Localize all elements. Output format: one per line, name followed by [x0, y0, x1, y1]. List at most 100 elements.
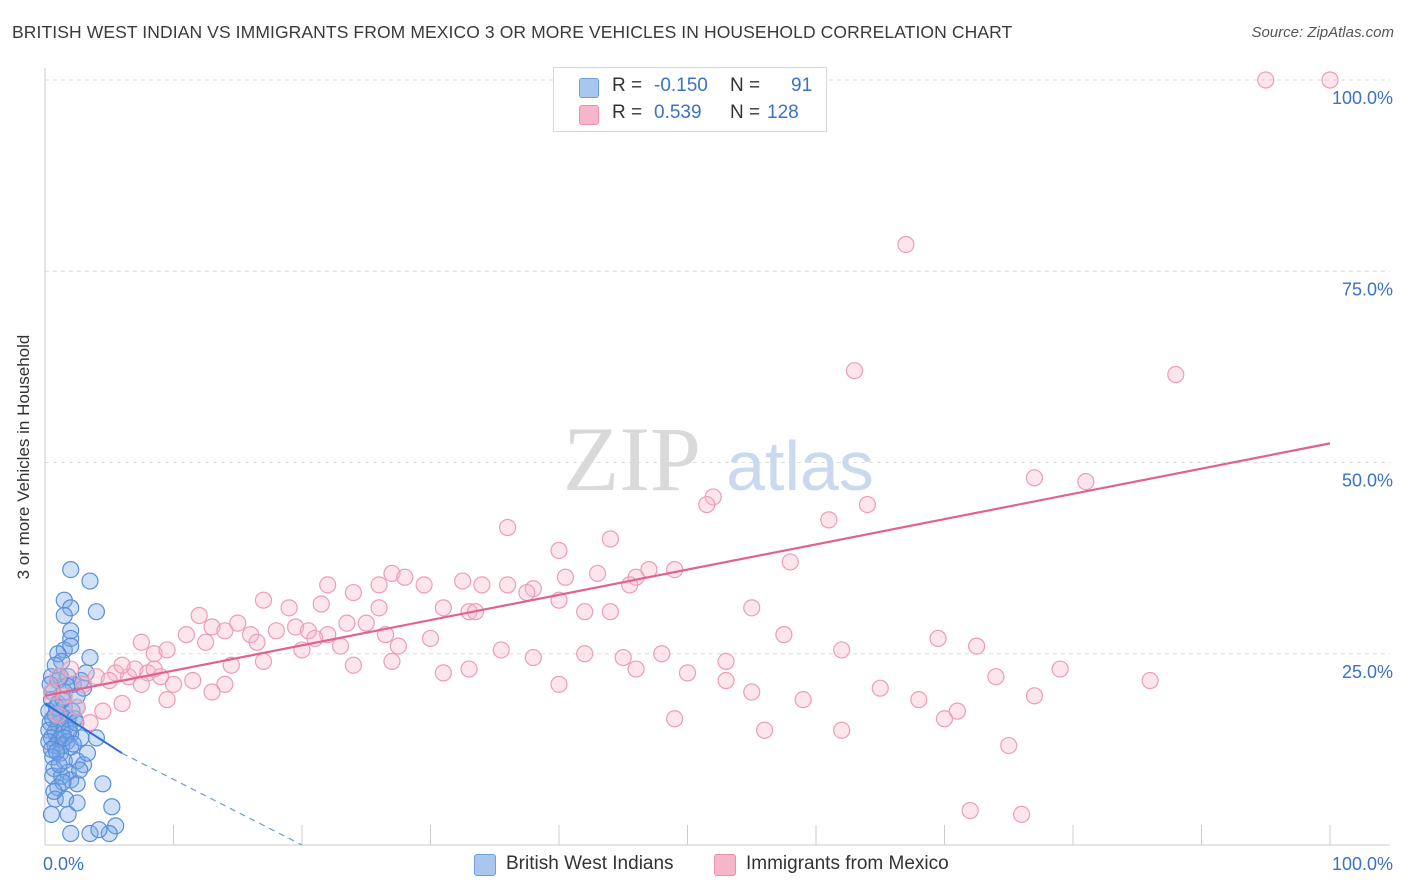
point-immigrants-from-mexico — [415, 576, 433, 594]
point-immigrants-from-mexico — [389, 637, 407, 655]
point-british-west-indians — [100, 824, 118, 843]
point-immigrants-from-mexico — [383, 652, 401, 671]
point-british-west-indians — [81, 648, 99, 667]
point-immigrants-from-mexico — [614, 648, 632, 667]
point-immigrants-from-mexico — [113, 694, 131, 713]
watermark-zip: ZIP — [563, 408, 701, 510]
trend-line-british-west-indians-extension — [121, 752, 303, 846]
point-immigrants-from-mexico — [678, 664, 697, 682]
point-immigrants-from-mexico — [1257, 71, 1275, 89]
point-immigrants-from-mexico — [556, 568, 575, 586]
point-british-west-indians — [50, 756, 68, 774]
point-immigrants-from-mexico — [717, 671, 735, 690]
x-tick-label: 100.0% — [1332, 854, 1393, 874]
point-immigrants-from-mexico — [499, 518, 517, 537]
y-tick-label: 25.0% — [1342, 662, 1393, 682]
legend-n-value: 91 — [791, 75, 813, 96]
point-immigrants-from-mexico — [421, 629, 440, 648]
watermark-atlas: atlas — [726, 427, 874, 505]
point-immigrants-from-mexico — [948, 702, 966, 720]
point-immigrants-from-mexico — [132, 633, 150, 651]
point-immigrants-from-mexico — [254, 591, 273, 609]
point-immigrants-from-mexico — [743, 683, 761, 701]
point-immigrants-from-mexico — [961, 801, 979, 820]
chart-title: BRITISH WEST INDIAN VS IMMIGRANTS FROM M… — [12, 22, 1013, 42]
point-british-west-indians — [62, 560, 80, 579]
point-immigrants-from-mexico — [550, 541, 568, 560]
point-immigrants-from-mexico — [177, 626, 195, 644]
trend-line-immigrants-from-mexico — [44, 442, 1331, 697]
point-immigrants-from-mexico — [1025, 469, 1044, 487]
point-immigrants-from-mexico — [197, 633, 215, 651]
point-immigrants-from-mexico — [370, 576, 388, 594]
correlation-legend: R = -0.150 N = 91 R = 0.539 N = 128 — [553, 67, 827, 132]
point-immigrants-from-mexico — [518, 583, 536, 602]
point-immigrants-from-mexico — [910, 691, 928, 709]
point-immigrants-from-mexico — [286, 618, 305, 636]
point-immigrants-from-mexico — [94, 702, 112, 720]
point-immigrants-from-mexico — [845, 362, 864, 380]
point-british-west-indians — [42, 805, 61, 824]
point-immigrants-from-mexico — [222, 656, 240, 674]
legend-row-british-west-indians: R = -0.150 N = 91 — [554, 74, 826, 100]
trend-line-british-west-indians — [44, 702, 123, 755]
point-immigrants-from-mexico — [1141, 671, 1159, 690]
point-immigrants-from-mexico — [601, 603, 620, 621]
point-immigrants-from-mexico — [1000, 736, 1018, 755]
point-immigrants-from-mexico — [775, 626, 793, 644]
point-british-west-indians — [47, 743, 66, 761]
point-immigrants-from-mexico — [344, 656, 362, 674]
point-immigrants-from-mexico — [524, 648, 542, 667]
point-immigrants-from-mexico — [492, 641, 510, 659]
point-immigrants-from-mexico — [254, 652, 273, 671]
point-immigrants-from-mexico — [216, 675, 234, 693]
point-british-west-indians — [78, 744, 97, 762]
point-british-west-indians — [68, 794, 86, 812]
point-immigrants-from-mexico — [383, 564, 401, 583]
point-immigrants-from-mexico — [666, 710, 684, 728]
legend-swatch-pink — [579, 105, 599, 125]
point-immigrants-from-mexico — [666, 560, 684, 579]
point-immigrants-from-mexico — [267, 622, 285, 640]
point-immigrants-from-mexico — [601, 530, 620, 548]
point-immigrants-from-mexico — [216, 622, 234, 640]
point-immigrants-from-mexico — [653, 645, 671, 663]
point-immigrants-from-mexico — [158, 691, 176, 709]
point-immigrants-from-mexico — [460, 660, 478, 678]
point-immigrants-from-mexico — [743, 599, 761, 617]
point-british-west-indians — [90, 821, 108, 839]
point-immigrants-from-mexico — [331, 637, 350, 655]
point-immigrants-from-mexico — [312, 595, 330, 613]
point-immigrants-from-mexico — [280, 599, 298, 617]
point-immigrants-from-mexico — [190, 606, 208, 625]
point-immigrants-from-mexico — [1167, 365, 1185, 384]
point-british-west-indians — [71, 761, 89, 779]
point-british-west-indians — [45, 782, 63, 801]
legend-swatch-blue — [474, 854, 496, 876]
point-immigrants-from-mexico — [81, 713, 99, 732]
point-british-west-indians — [81, 572, 99, 590]
point-british-west-indians — [81, 824, 99, 843]
point-british-west-indians — [54, 773, 72, 791]
legend-r-label: R = — [612, 102, 643, 123]
x-tick-label: 0.0% — [43, 854, 84, 874]
point-immigrants-from-mexico — [164, 675, 183, 693]
legend-swatch-pink — [714, 854, 736, 876]
point-british-west-indians — [87, 603, 106, 621]
point-immigrants-from-mexico — [68, 698, 86, 716]
legend-label: Immigrants from Mexico — [746, 853, 949, 874]
point-immigrants-from-mexico — [550, 675, 568, 693]
point-immigrants-from-mexico — [1025, 687, 1044, 705]
point-british-west-indians — [55, 729, 73, 747]
point-immigrants-from-mexico — [929, 629, 947, 648]
point-immigrants-from-mexico — [113, 656, 131, 674]
axes — [44, 68, 1390, 846]
point-immigrants-from-mexico — [49, 706, 67, 724]
point-immigrants-from-mexico — [755, 721, 774, 739]
point-immigrants-from-mexico — [229, 614, 247, 632]
source-label: Source: ZipAtlas.com — [1251, 24, 1394, 41]
legend-r-value: -0.150 — [654, 75, 708, 96]
point-immigrants-from-mexico — [1012, 805, 1031, 824]
point-immigrants-from-mexico — [100, 671, 118, 690]
point-british-west-indians — [94, 775, 112, 793]
